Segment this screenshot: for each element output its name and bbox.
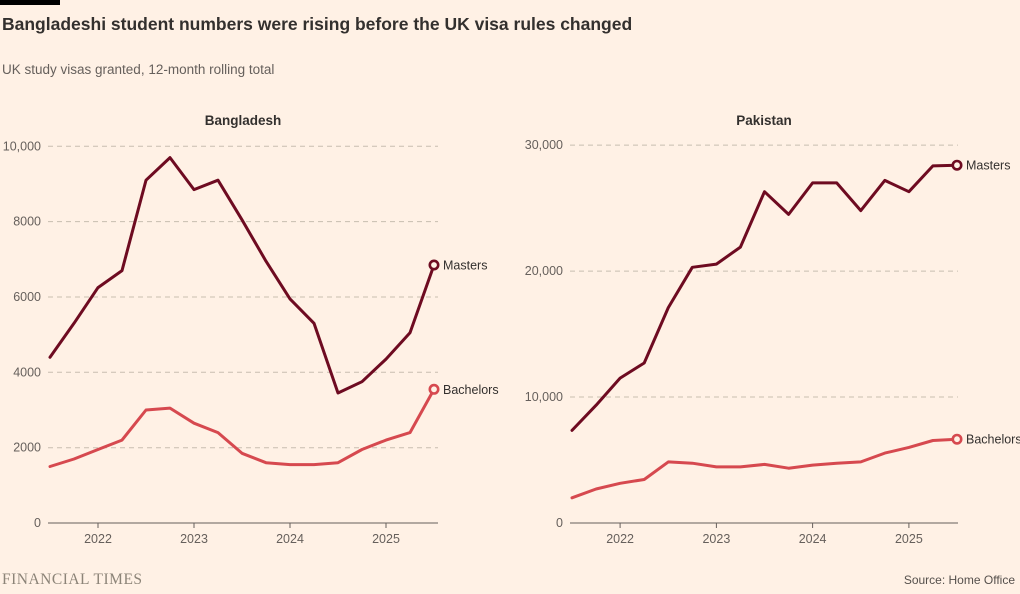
x-tick-label: 2022: [606, 532, 634, 546]
x-tick-label: 2023: [180, 532, 208, 546]
y-tick-label: 2000: [13, 441, 41, 455]
ft-black-bar: [0, 0, 60, 5]
y-tick-label: 0: [556, 516, 563, 530]
y-tick-label: 30,000: [525, 138, 563, 152]
chart-headline: Bangladeshi student numbers were rising …: [2, 14, 633, 34]
x-tick-label: 2025: [372, 532, 400, 546]
chart-pakistan: Pakistan 0 10,000 20,000 30,000 2022 2023 2024 2…: [525, 113, 1020, 546]
series-label-masters: Masters: [443, 259, 487, 273]
ft-wordmark: FINANCIAL TIMES: [2, 571, 143, 588]
x-tick-label: 2024: [276, 532, 304, 546]
series-end-marker-masters: [428, 259, 440, 271]
x-tick-label: 2024: [799, 532, 827, 546]
x-tick-label: 2025: [895, 532, 923, 546]
y-tick-label: 10,000: [3, 139, 41, 153]
y-tick-label: 10,000: [525, 390, 563, 404]
y-tick-label: 0: [34, 516, 41, 530]
y-tick-label: 4000: [13, 365, 41, 379]
series-label-bachelors: Bachelors: [443, 383, 499, 397]
series-line-masters: [570, 163, 959, 432]
series-line-bachelors: [570, 437, 959, 500]
source-note: Source: Home Office: [903, 573, 1015, 587]
series-end-marker-bachelors: [951, 433, 963, 445]
chart-title: Pakistan: [736, 113, 792, 128]
chart-bangladesh: Bangladesh 0 2000 4000 6000 8000 10,000 2022 202…: [3, 113, 499, 546]
series-end-marker-masters: [951, 159, 963, 171]
chart-title: Bangladesh: [205, 113, 282, 128]
x-tick-label: 2023: [702, 532, 730, 546]
series-label-bachelors: Bachelors: [966, 433, 1020, 447]
x-tick-label: 2022: [84, 532, 112, 546]
chart-subtitle: UK study visas granted, 12-month rolling…: [2, 62, 275, 77]
series-line-masters: [48, 156, 436, 395]
y-tick-label: 20,000: [525, 264, 563, 278]
y-tick-label: 8000: [13, 215, 41, 229]
y-tick-label: 6000: [13, 290, 41, 304]
series-line-bachelors: [48, 387, 436, 468]
series-end-marker-bachelors: [428, 383, 440, 395]
series-label-masters: Masters: [966, 159, 1010, 173]
